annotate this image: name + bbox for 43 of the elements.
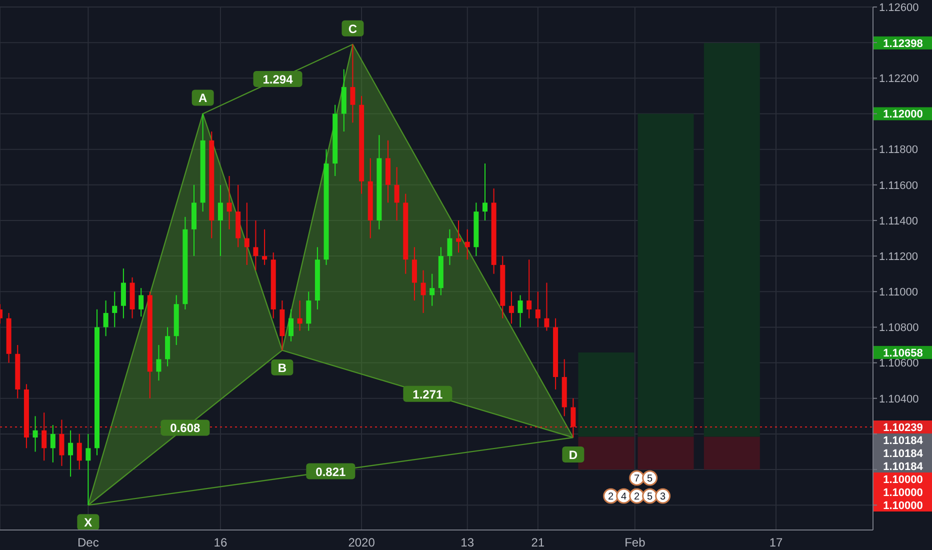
annotation: 1.271 xyxy=(412,387,444,402)
x-tick-label: 16 xyxy=(214,536,228,550)
annotation: C xyxy=(348,22,358,36)
y-tick-label: 1.10800 xyxy=(879,322,919,334)
x-tick-label: 13 xyxy=(460,536,474,550)
y-tick-label: 1.11600 xyxy=(879,180,918,192)
annotation: 0.608 xyxy=(170,421,201,436)
x-tick-label: Feb xyxy=(624,536,646,550)
y-tick-label: 1.10600 xyxy=(879,358,919,370)
annotation: D xyxy=(568,448,578,462)
y-tick-label: 1.12600 xyxy=(879,2,919,14)
ref-line-label: 1.10239 xyxy=(883,422,923,434)
x-tick-label: Dec xyxy=(78,536,99,550)
annotation: A xyxy=(198,91,208,106)
y-tick-label: 1.11200 xyxy=(879,250,918,263)
text: 1.10184 xyxy=(883,448,924,460)
annotation: 1.294 xyxy=(262,72,294,87)
y-tick-label: 1.11400 xyxy=(879,215,918,228)
x-tick-label: 17 xyxy=(769,536,783,550)
annotation: 5 xyxy=(647,474,654,484)
text: 1.10000 xyxy=(883,474,923,486)
y-tick-label: 1.11800 xyxy=(879,144,918,156)
annotation: 2 xyxy=(634,492,640,502)
annotation: 3 xyxy=(660,492,666,502)
text: 1.10658 xyxy=(883,347,923,360)
annotation: 5 xyxy=(647,492,654,502)
annotation: 0.821 xyxy=(316,464,346,479)
annotation: 7 xyxy=(634,474,640,484)
annotation: B xyxy=(278,360,287,375)
annotation: 2 xyxy=(608,492,614,502)
x-tick-label: 21 xyxy=(531,536,545,550)
y-tick-label: 1.10400 xyxy=(879,393,919,406)
y-tick-label: 1.11000 xyxy=(879,286,918,299)
x-tick-label: 2020 xyxy=(348,536,376,550)
y-tick-label: 1.12200 xyxy=(879,73,919,86)
text: 1.10184 xyxy=(883,435,924,447)
text: 1.10000 xyxy=(883,500,923,512)
text: 1.12398 xyxy=(883,38,923,50)
text: 1.10000 xyxy=(883,487,923,499)
text: 1.12000 xyxy=(883,108,923,121)
text: 1.10184 xyxy=(883,461,924,473)
annotation: 4 xyxy=(621,492,628,502)
annotation: X xyxy=(84,516,92,530)
